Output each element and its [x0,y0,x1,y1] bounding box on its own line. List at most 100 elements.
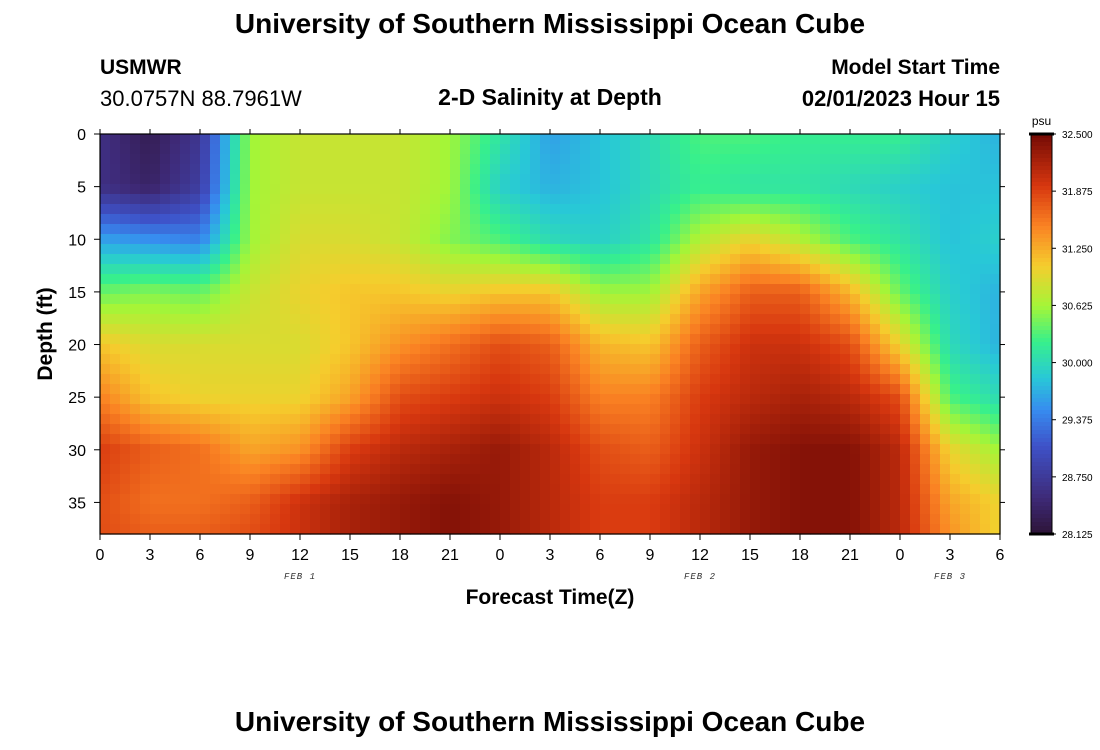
heatmap-cell [940,174,951,185]
colorbar-segment [1031,510,1052,515]
heatmap-cell [710,374,721,385]
heatmap-cell [410,444,421,455]
heatmap-cell [760,184,771,195]
heatmap-cell [400,434,411,445]
heatmap-cell [650,494,661,505]
heatmap-cell [550,304,561,315]
heatmap-cell [670,404,681,415]
heatmap-cell [840,424,851,435]
heatmap-cell [660,474,671,485]
heatmap-cell [980,354,991,365]
heatmap-cell [280,384,291,395]
heatmap-cell [230,314,241,325]
heatmap-cell [820,474,831,485]
heatmap-cell [520,154,531,165]
heatmap-cell [680,484,691,495]
heatmap-cell [760,524,771,535]
heatmap-cell [440,404,451,415]
heatmap-cell [890,264,901,275]
heatmap-cell [380,134,391,145]
heatmap-cell [530,304,541,315]
heatmap-cell [350,274,361,285]
heatmap-cell [490,504,501,515]
heatmap-cell [580,204,591,215]
heatmap-cell [370,514,381,525]
heatmap-cell [900,434,911,445]
heatmap-cell [920,254,931,265]
heatmap-cell [130,354,141,365]
heatmap-cell [670,174,681,185]
heatmap-cell [880,154,891,165]
heatmap-cell [900,174,911,185]
chart-subtitle: 2-D Salinity at Depth [438,84,662,110]
heatmap-cell [240,154,251,165]
heatmap-cell [990,304,1001,315]
heatmap-cell [590,404,601,415]
heatmap-cell [970,274,981,285]
heatmap-cell [800,234,811,245]
heatmap-cell [180,164,191,175]
heatmap-cell [140,164,151,175]
heatmap-cell [660,174,671,185]
heatmap-cell [470,314,481,325]
heatmap-cell [680,404,691,415]
heatmap-cell [930,174,941,185]
heatmap-cell [420,324,431,335]
heatmap-cell [200,294,211,305]
heatmap-cell [750,214,761,225]
heatmap-cell [850,464,861,475]
heatmap-cell [650,214,661,225]
heatmap-cell [260,524,271,535]
heatmap-cell [170,344,181,355]
heatmap-cell [610,354,621,365]
heatmap-cell [620,304,631,315]
heatmap-cell [230,134,241,145]
heatmap-cell [780,214,791,225]
heatmap-cell [430,464,441,475]
heatmap-cell [970,184,981,195]
heatmap-cell [670,154,681,165]
heatmap-cell [440,424,451,435]
heatmap-cell [540,314,551,325]
heatmap-cell [140,344,151,355]
heatmap-cell [420,154,431,165]
heatmap-cell [110,354,121,365]
heatmap-cell [480,514,491,525]
heatmap-cell [750,494,761,505]
heatmap-cell [460,254,471,265]
heatmap-cell [460,224,471,235]
heatmap-cell [850,394,861,405]
heatmap-cell [770,364,781,375]
heatmap-cell [930,264,941,275]
heatmap-cell [450,234,461,245]
heatmap-cell [670,194,681,205]
heatmap-cell [550,134,561,145]
heatmap-cell [300,504,311,515]
heatmap-cell [490,364,501,375]
heatmap-cell [440,434,451,445]
heatmap-cell [850,154,861,165]
heatmap-cell [590,334,601,345]
heatmap-cell [110,424,121,435]
heatmap-cell [870,144,881,155]
heatmap-cell [810,324,821,335]
heatmap-cell [760,274,771,285]
heatmap-cell [620,424,631,435]
heatmap-cell [350,354,361,365]
heatmap-cell [160,384,171,395]
heatmap-cell [950,134,961,145]
heatmap-cell [200,164,211,175]
heatmap-cell [300,364,311,375]
heatmap-cell [360,244,371,255]
heatmap-cell [810,164,821,175]
heatmap-cell [630,314,641,325]
heatmap-cell [540,374,551,385]
heatmap-cell [720,504,731,515]
heatmap-cell [980,284,991,295]
heatmap-cell [430,444,441,455]
heatmap-cell [990,254,1001,265]
heatmap-cell [630,374,641,385]
heatmap-cell [710,184,721,195]
heatmap-cell [240,414,251,425]
heatmap-cell [320,314,331,325]
